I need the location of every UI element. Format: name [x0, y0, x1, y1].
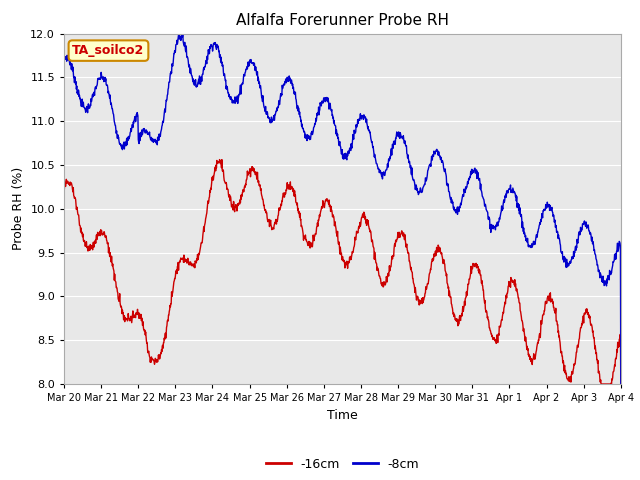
- -8cm: [170, 51, 178, 57]
- -16cm: [216, 156, 223, 162]
- -16cm: [60, 189, 68, 195]
- Line: -8cm: -8cm: [64, 35, 621, 384]
- Text: TA_soilco2: TA_soilco2: [72, 44, 145, 57]
- -8cm: [179, 32, 187, 37]
- -8cm: [429, 153, 437, 159]
- -8cm: [502, 191, 509, 197]
- -16cm: [246, 174, 254, 180]
- -16cm: [502, 294, 509, 300]
- Line: -16cm: -16cm: [64, 159, 621, 384]
- -16cm: [617, 381, 625, 387]
- -16cm: [597, 381, 605, 387]
- -8cm: [617, 381, 625, 387]
- -16cm: [429, 255, 437, 261]
- -8cm: [184, 58, 192, 63]
- Y-axis label: Probe RH (%): Probe RH (%): [12, 167, 25, 251]
- -8cm: [551, 217, 559, 223]
- Title: Alfalfa Forerunner Probe RH: Alfalfa Forerunner Probe RH: [236, 13, 449, 28]
- Legend: -16cm, -8cm: -16cm, -8cm: [260, 453, 424, 476]
- -16cm: [184, 255, 191, 261]
- -16cm: [170, 278, 178, 284]
- -8cm: [246, 60, 254, 65]
- -8cm: [60, 52, 68, 58]
- X-axis label: Time: Time: [327, 408, 358, 421]
- -16cm: [551, 310, 559, 316]
